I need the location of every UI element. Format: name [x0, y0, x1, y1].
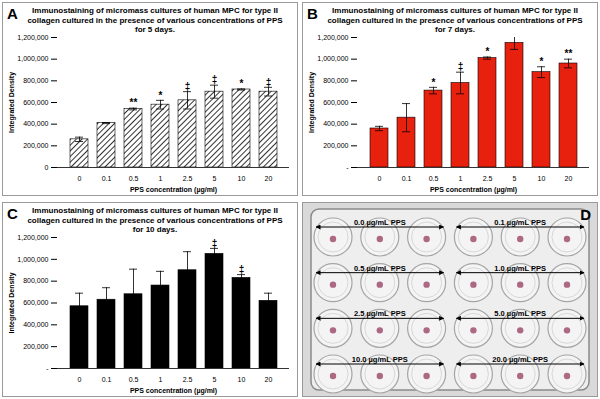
svg-text:20: 20: [565, 175, 573, 182]
svg-text:20: 20: [265, 175, 273, 182]
svg-text:10: 10: [238, 376, 246, 383]
svg-text:2.5 µg/mL PPS: 2.5 µg/mL PPS: [354, 309, 406, 318]
svg-text:5: 5: [513, 175, 517, 182]
svg-text:*: *: [432, 77, 436, 88]
svg-text:200,000: 200,000: [23, 343, 48, 350]
svg-text:*: *: [240, 78, 244, 89]
svg-text:5: 5: [213, 175, 217, 182]
svg-text:200,000: 200,000: [323, 142, 348, 149]
svg-text:20.0 µg/mL PPS: 20.0 µg/mL PPS: [492, 355, 548, 364]
svg-text:10: 10: [538, 175, 546, 182]
svg-text:1: 1: [459, 175, 463, 182]
svg-text:5: 5: [213, 376, 217, 383]
svg-text:400,000: 400,000: [323, 120, 348, 127]
svg-text:‡: ‡: [458, 61, 464, 72]
svg-text:0.1 µg/mL PPS: 0.1 µg/mL PPS: [494, 218, 546, 227]
svg-text:1,000,000: 1,000,000: [17, 256, 48, 263]
svg-text:2.5: 2.5: [483, 175, 493, 182]
svg-text:0.1: 0.1: [402, 175, 412, 182]
svg-text:0.0 µg/mL PPS: 0.0 µg/mL PPS: [354, 218, 406, 227]
svg-text:**: **: [565, 48, 573, 59]
svg-text:600,000: 600,000: [23, 299, 48, 306]
svg-text:0: 0: [78, 175, 82, 182]
svg-text:0.5: 0.5: [429, 175, 439, 182]
svg-text:‡: ‡: [239, 264, 245, 275]
svg-text:PPS concentration (µg/ml): PPS concentration (µg/ml): [130, 186, 217, 194]
svg-text:0: 0: [45, 164, 49, 171]
svg-text:400,000: 400,000: [23, 321, 48, 328]
svg-text:1,200,000: 1,200,000: [17, 34, 48, 41]
svg-text:1,000,000: 1,000,000: [317, 55, 348, 62]
svg-text:‡: ‡: [185, 81, 191, 92]
svg-text:600,000: 600,000: [23, 99, 48, 106]
html-text:Immunostaining of micromass cu: Immunostaining of micromass cultures of …: [27, 6, 283, 34]
svg-text:2.5: 2.5: [183, 175, 193, 182]
svg-text:0.1: 0.1: [102, 376, 112, 383]
svg-text:Integrated Density: Integrated Density: [8, 272, 16, 333]
svg-text:10.0 µg/mL PPS: 10.0 µg/mL PPS: [352, 355, 408, 364]
svg-text:‡: ‡: [212, 238, 218, 249]
svg-text:600,000: 600,000: [323, 99, 348, 106]
svg-text:10: 10: [238, 175, 246, 182]
svg-text:2.5: 2.5: [183, 376, 193, 383]
svg-text:1,200,000: 1,200,000: [317, 34, 348, 41]
svg-text:Integrated Density: Integrated Density: [308, 72, 316, 133]
svg-text:PPS concentration (µg/ml): PPS concentration (µg/ml): [130, 387, 217, 395]
svg-text:-: -: [46, 365, 49, 372]
svg-text:0: 0: [78, 376, 82, 383]
svg-text:PPS concentration (µg/ml): PPS concentration (µg/ml): [430, 186, 517, 194]
svg-text:1,200,000: 1,200,000: [17, 234, 48, 241]
svg-text:0.5: 0.5: [129, 175, 139, 182]
svg-text:1: 1: [159, 376, 163, 383]
svg-text:Integrated Density: Integrated Density: [8, 72, 16, 133]
svg-text:5.0 µg/mL PPS: 5.0 µg/mL PPS: [494, 309, 546, 318]
svg-text:0.5 µg/mL PPS: 0.5 µg/mL PPS: [354, 264, 406, 273]
svg-text:‡: ‡: [212, 74, 218, 85]
html-text:D: D: [580, 206, 591, 223]
svg-text:1.0 µg/mL PPS: 1.0 µg/mL PPS: [494, 264, 546, 273]
svg-text:‡: ‡: [266, 77, 272, 88]
svg-text:*: *: [486, 46, 490, 57]
html-text:A: A: [7, 5, 18, 22]
svg-text:-: -: [346, 164, 349, 171]
html-text:C: C: [7, 205, 18, 222]
svg-text:**: **: [130, 97, 138, 108]
svg-text:200,000: 200,000: [23, 142, 48, 149]
svg-text:*: *: [159, 90, 163, 101]
svg-text:800,000: 800,000: [323, 77, 348, 84]
html-text:Immunostaining of micromass cu: Immunostaining of micromass cultures of …: [327, 6, 583, 34]
svg-text:0.1: 0.1: [102, 175, 112, 182]
svg-text:1,000,000: 1,000,000: [17, 55, 48, 62]
svg-text:0.5: 0.5: [129, 376, 139, 383]
svg-text:800,000: 800,000: [23, 77, 48, 84]
html-text:B: B: [307, 5, 318, 22]
svg-text:20: 20: [265, 376, 273, 383]
svg-text:*: *: [540, 56, 544, 67]
svg-text:400,000: 400,000: [23, 120, 48, 127]
svg-text:1: 1: [159, 175, 163, 182]
svg-text:0: 0: [378, 175, 382, 182]
html-text:Immunostaining of micromass cu: Immunostaining of micromass cultures of …: [27, 206, 283, 234]
svg-text:800,000: 800,000: [23, 277, 48, 284]
